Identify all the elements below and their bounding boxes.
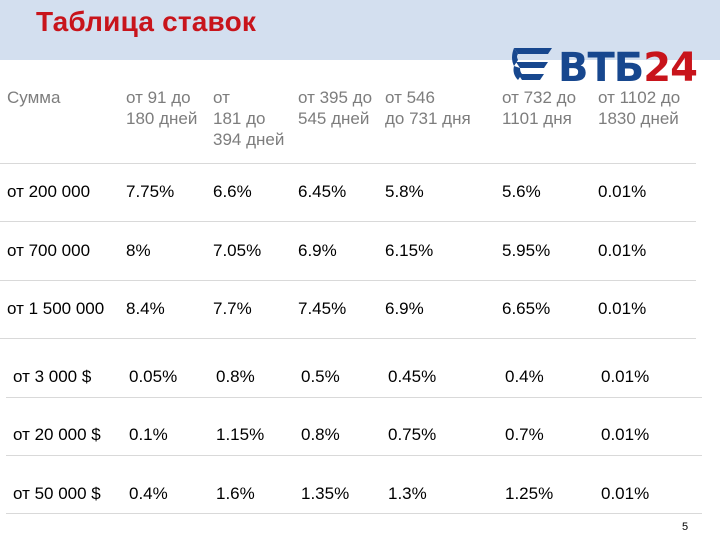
row-separator [0,338,696,339]
row-separator [0,221,696,222]
row-separator [0,163,696,164]
header-line: до 731 дня [385,109,471,128]
amount-cell: от 1 500 000 [7,299,105,318]
header-line: 1101 дня [502,109,572,128]
rate-cell: 0.75% [388,425,437,444]
rate-cell: 6.9% [385,299,424,318]
rate-cell: 5.6% [502,182,541,201]
amount-cell: от 700 000 [7,241,91,260]
rate-cell: 0.45% [388,367,437,386]
header-cell: от 732 до 1101 дня [502,87,576,129]
rate-cell: 7.75% [126,182,175,201]
amount-cell: от 20 000 $ [13,425,101,444]
rate-cell: 1.15% [216,425,265,444]
logo-text-vtb: ВТБ [558,45,644,91]
header-line: от 732 до [502,88,577,107]
title-band [0,0,720,60]
rate-cell: 1.3% [388,484,427,503]
header-cell: от 181 до 394 дней [213,87,284,150]
row-separator [6,397,702,398]
header-line: 180 дней [126,109,198,128]
header-cell: от 546 до 731 дня [385,87,471,129]
header-line: 394 дней [213,130,285,149]
rate-cell: 5.8% [385,182,424,201]
header-line: 545 дней [298,109,370,128]
header-line: 181 до [213,109,266,128]
rate-cell: 1.6% [216,484,255,503]
rate-cell: 0.5% [301,367,340,386]
header-cell: Сумма [7,87,60,108]
header-line: от 1102 до [598,88,681,107]
rate-cell: 0.01% [601,425,650,444]
header-line: от 91 до [126,88,191,107]
header-cell: от 1102 до 1830 дней [598,87,680,129]
rate-cell: 0.4% [505,367,544,386]
rate-cell: 0.7% [505,425,544,444]
header-line: от 395 до [298,88,373,107]
rate-cell: 0.8% [216,367,255,386]
rate-cell: 0.01% [598,241,647,260]
header-cell: от 91 до 180 дней [126,87,197,129]
rate-cell: 0.01% [598,182,647,201]
row-separator [0,280,696,281]
rate-cell: 0.01% [598,299,647,318]
rate-cell: 1.35% [301,484,350,503]
page-number: 5 [682,521,689,533]
rate-cell: 7.45% [298,299,347,318]
header-line: Сумма [7,88,61,107]
rate-cell: 0.4% [129,484,168,503]
rate-cell: 0.1% [129,425,168,444]
amount-cell: от 3 000 $ [13,367,92,386]
rate-cell: 6.6% [213,182,252,201]
amount-cell: от 50 000 $ [13,484,101,503]
rate-cell: 5.95% [502,241,551,260]
rate-cell: 6.45% [298,182,347,201]
header-line: 1830 дней [598,109,679,128]
rate-cell: 1.25% [505,484,554,503]
rate-cell: 8% [126,241,151,260]
rate-cell: 0.8% [301,425,340,444]
header-line: от 546 [385,88,435,107]
row-separator [6,513,702,514]
rate-cell: 0.05% [129,367,178,386]
vtb24-logo: ВТБ24 [508,42,698,94]
rate-cell: 7.7% [213,299,252,318]
rate-cell: 8.4% [126,299,165,318]
rate-cell: 6.65% [502,299,551,318]
amount-cell: от 200 000 [7,182,91,201]
row-separator [6,455,702,456]
rate-cell: 7.05% [213,241,262,260]
rate-cell: 0.01% [601,484,650,503]
rate-cell: 6.9% [298,241,337,260]
rate-cell: 0.01% [601,367,650,386]
header-line: от [213,88,230,107]
logo-text: ВТБ24 [558,45,698,91]
logo-text-24: 24 [643,45,698,91]
slide-title: Таблица ставок [36,6,257,37]
vtb-logo-mark-icon [512,48,552,80]
rate-cell: 6.15% [385,241,434,260]
header-cell: от 395 до 545 дней [298,87,372,129]
